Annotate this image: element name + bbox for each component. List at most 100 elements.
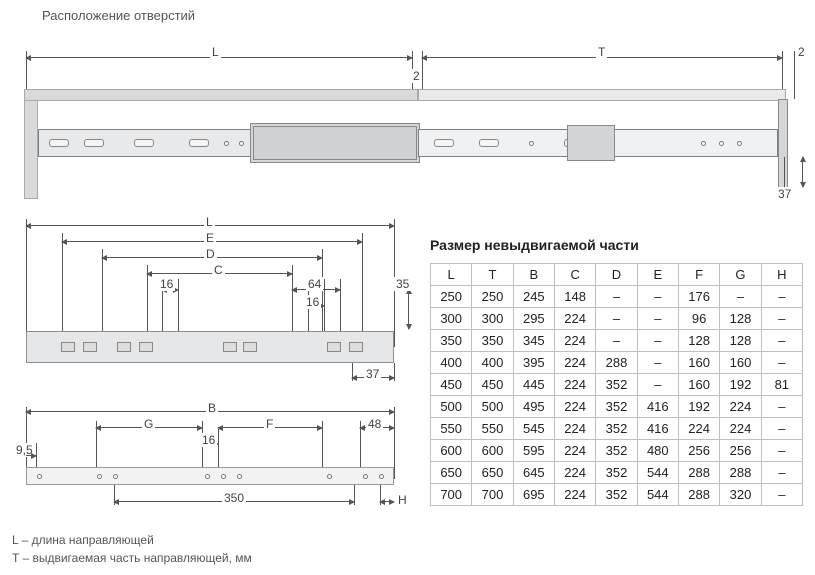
table-cell: 320 (720, 484, 761, 506)
cabinet-top (24, 89, 418, 101)
table-cell: 352 (596, 396, 637, 418)
table-cell: 600 (472, 440, 513, 462)
table-cell: 160 (678, 374, 719, 396)
table-cell: – (761, 352, 802, 374)
table-cell: 256 (720, 440, 761, 462)
table-cell: 295 (513, 308, 554, 330)
table-row: 550550545224352416224224– (431, 418, 803, 440)
table-cell: 544 (637, 462, 678, 484)
table-cell: 176 (678, 286, 719, 308)
table-cell: 600 (431, 440, 472, 462)
table-header: L (431, 264, 472, 286)
table-cell: 288 (678, 462, 719, 484)
table-row: 350350345224––128128– (431, 330, 803, 352)
table-cell: 550 (431, 418, 472, 440)
table-cell: 450 (431, 374, 472, 396)
table-cell: 350 (431, 330, 472, 352)
dim-gap2: 2 (796, 45, 807, 59)
table-header: D (596, 264, 637, 286)
table-cell: – (720, 286, 761, 308)
table-cell: 224 (554, 462, 595, 484)
table-cell: 345 (513, 330, 554, 352)
bot-48: 48 (366, 417, 383, 431)
table-cell: – (761, 286, 802, 308)
carriage-right (567, 125, 615, 161)
dimensions-table: LTBCDEFGH 250250245148––176––30030029522… (430, 263, 803, 506)
table-row: 300300295224––96128– (431, 308, 803, 330)
bottom-diagram: B G F 48 16 9,5 (12, 407, 412, 517)
table-cell: – (761, 418, 802, 440)
bot-F: F (264, 417, 275, 431)
table-cell: 224 (554, 330, 595, 352)
mid-diagram: L E D C 16 64 16 35 (12, 219, 412, 389)
cabinet-left-wall (24, 89, 38, 199)
table-cell: 350 (472, 330, 513, 352)
mid-C: C (212, 263, 225, 277)
table-cell: 224 (720, 396, 761, 418)
table-cell: 224 (678, 418, 719, 440)
end-plate (778, 99, 788, 195)
table-cell: – (761, 330, 802, 352)
table-cell: – (596, 330, 637, 352)
table-row: 450450445224352–16019281 (431, 374, 803, 396)
table-cell: 645 (513, 462, 554, 484)
table-header: B (513, 264, 554, 286)
dim-T: T (596, 45, 607, 59)
table-cell: 160 (720, 352, 761, 374)
table-row: 400400395224288–160160– (431, 352, 803, 374)
table-cell: – (761, 484, 802, 506)
table-row: 650650645224352544288288– (431, 462, 803, 484)
table-cell: 224 (554, 484, 595, 506)
table-title: Размер невыдвигаемой части (430, 237, 803, 253)
mid-16b: 16 (304, 295, 321, 309)
table-cell: 400 (472, 352, 513, 374)
table-cell: 128 (720, 330, 761, 352)
table-header: G (720, 264, 761, 286)
table-cell: 595 (513, 440, 554, 462)
bot-H: H (396, 493, 409, 507)
mid-35: 35 (394, 277, 411, 291)
table-cell: 445 (513, 374, 554, 396)
mid-D: D (204, 247, 217, 261)
table-cell: 81 (761, 374, 802, 396)
table-cell: 352 (596, 374, 637, 396)
table-cell: – (761, 462, 802, 484)
table-cell: 96 (678, 308, 719, 330)
bot-16: 16 (200, 433, 217, 447)
table-cell: 288 (720, 462, 761, 484)
table-cell: 700 (472, 484, 513, 506)
table-cell: 148 (554, 286, 595, 308)
table-cell: 288 (678, 484, 719, 506)
table-cell: 224 (720, 418, 761, 440)
table-cell: 352 (596, 440, 637, 462)
bot-350: 350 (222, 491, 246, 505)
bot-G: G (142, 417, 155, 431)
mid-E: E (204, 231, 216, 245)
table-cell: – (761, 440, 802, 462)
table-row: 250250245148––176–– (431, 286, 803, 308)
table-cell: 128 (678, 330, 719, 352)
table-cell: 400 (431, 352, 472, 374)
table-cell: 352 (596, 418, 637, 440)
legend-T: T – выдвигаемая часть направляющей, мм (12, 549, 412, 567)
table-cell: 224 (554, 308, 595, 330)
table-cell: 480 (637, 440, 678, 462)
table-cell: 700 (431, 484, 472, 506)
table-cell: 695 (513, 484, 554, 506)
table-cell: – (637, 352, 678, 374)
table-cell: 450 (472, 374, 513, 396)
table-cell: – (637, 374, 678, 396)
table-cell: – (637, 286, 678, 308)
rail-side (26, 331, 394, 363)
table-cell: 495 (513, 396, 554, 418)
table-cell: 224 (554, 396, 595, 418)
table-cell: 224 (554, 440, 595, 462)
table-header: E (637, 264, 678, 286)
table-header: C (554, 264, 595, 286)
dim-37-top: 37 (776, 187, 793, 201)
legend-L: L – длина направляющей (12, 531, 412, 549)
table-cell: 545 (513, 418, 554, 440)
table-cell: – (596, 286, 637, 308)
table-cell: 224 (554, 352, 595, 374)
table-cell: 550 (472, 418, 513, 440)
